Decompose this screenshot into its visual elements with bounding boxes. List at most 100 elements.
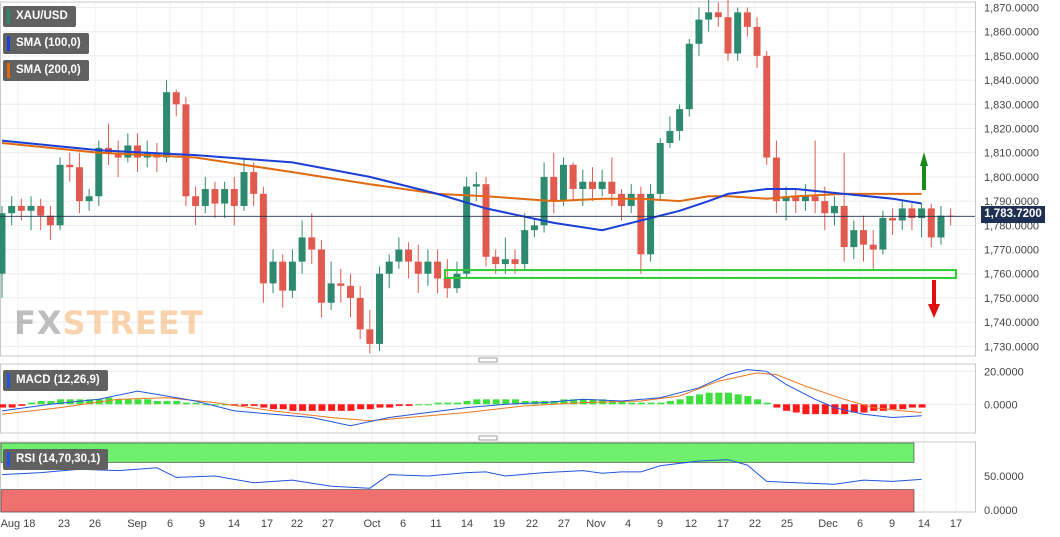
candle-body xyxy=(337,283,345,286)
macd-bar xyxy=(831,404,839,415)
candle-body xyxy=(46,215,54,226)
candle-body xyxy=(56,164,64,226)
macd-bar xyxy=(695,394,703,405)
candle-body xyxy=(240,172,248,206)
macd-bar xyxy=(783,404,791,411)
macd-bar xyxy=(337,404,345,411)
candle-body xyxy=(221,189,229,204)
macd-signal-line xyxy=(1,372,922,422)
legend-rsi[interactable]: RSI (14,70,30,1) xyxy=(3,449,109,470)
y-tick-label: 1,770.0000 xyxy=(984,245,1039,257)
candle-body xyxy=(230,189,238,206)
macd-bar xyxy=(192,402,200,405)
candle-body xyxy=(550,176,558,202)
macd-bar xyxy=(579,399,587,405)
candle-body xyxy=(66,164,74,168)
candle-body xyxy=(618,193,626,206)
pane-splitter-0 xyxy=(478,357,498,363)
macd-bar xyxy=(28,402,36,405)
legend-sma200-text: SMA (200,0) xyxy=(16,64,81,76)
macd-pane-frame xyxy=(0,363,976,434)
candle-body xyxy=(637,193,645,255)
legend-sma100[interactable]: SMA (100,0) xyxy=(3,33,89,54)
macd-bar xyxy=(483,399,490,405)
macd-bar xyxy=(570,399,578,405)
x-tick-label: 25 xyxy=(781,518,793,530)
macd-bar xyxy=(115,399,123,405)
legend-sma100-text: SMA (100,0) xyxy=(16,37,81,49)
candle-body xyxy=(734,12,742,54)
x-tick-label: 14 xyxy=(228,518,240,530)
macd-bar xyxy=(57,399,65,405)
candle-body xyxy=(830,205,838,214)
x-tick-label: 9 xyxy=(657,518,663,530)
rsi-swatch xyxy=(7,452,10,467)
x-tick-label: 22 xyxy=(749,518,761,530)
candle-body xyxy=(376,273,384,344)
macd-bar xyxy=(502,399,510,405)
x-tick-label: Dec xyxy=(818,518,838,530)
macd-bar xyxy=(560,399,568,405)
macd-bar xyxy=(434,402,442,405)
macd-bar xyxy=(792,404,800,413)
macd-bar xyxy=(405,404,413,406)
y-tick-label: 1,740.0000 xyxy=(984,317,1039,329)
candle-body xyxy=(211,189,219,204)
candle-body xyxy=(405,249,413,262)
legend-macd[interactable]: MACD (12,26,9) xyxy=(3,370,108,391)
candle-body xyxy=(0,213,6,274)
x-tick-label: 14 xyxy=(461,518,473,530)
y-tick-label: 1,830.0000 xyxy=(984,99,1039,111)
macd-y-tick-label: 0.0000 xyxy=(984,399,1018,411)
macd-bar xyxy=(299,404,307,411)
x-tick-label: 9 xyxy=(889,518,895,530)
x-tick-label: 27 xyxy=(558,518,570,530)
rsi-overbought-zone xyxy=(0,442,915,463)
candle-body xyxy=(27,205,35,211)
candle-body xyxy=(530,225,538,231)
x-tick-label: 17 xyxy=(261,518,273,530)
candle-body xyxy=(840,205,848,248)
candle-body xyxy=(501,259,509,265)
macd-y-tick-label: 20.0000 xyxy=(984,366,1024,378)
macd-bar xyxy=(47,400,55,405)
rsi-y-tick-label: 50.0000 xyxy=(984,471,1024,483)
macd-bar xyxy=(308,404,316,411)
y-tick-label: 1,860.0000 xyxy=(984,27,1039,39)
candle-body xyxy=(588,181,596,190)
candle-body xyxy=(75,167,83,202)
macd-bar xyxy=(850,404,858,413)
candle-body xyxy=(695,19,703,44)
x-tick-label: 17 xyxy=(950,518,962,530)
annotations xyxy=(444,152,957,318)
candle-body xyxy=(327,283,335,303)
macd-bar xyxy=(821,404,829,415)
macd-bar xyxy=(889,404,897,410)
y-tick-label: 1,810.0000 xyxy=(984,148,1039,160)
macd-bar xyxy=(357,404,365,410)
legend-sma200[interactable]: SMA (200,0) xyxy=(3,60,89,81)
x-tick-label: Aug 18 xyxy=(1,518,36,530)
candle-body xyxy=(676,109,684,131)
sma100-swatch xyxy=(7,36,10,51)
candle-body xyxy=(782,196,790,202)
legend-symbol[interactable]: XAU/USD xyxy=(3,6,76,27)
candlesticks xyxy=(0,0,955,354)
main-pane-frame xyxy=(0,1,976,357)
arrow-up xyxy=(920,152,928,190)
y-tick-label: 1,840.0000 xyxy=(984,75,1039,87)
macd-bar xyxy=(328,404,336,411)
candle-body xyxy=(201,189,209,206)
x-tick-label: 22 xyxy=(526,518,538,530)
candle-body xyxy=(395,249,403,262)
candle-body xyxy=(443,278,451,289)
y-tick-label: 1,750.0000 xyxy=(984,293,1039,305)
macd-bar xyxy=(763,402,771,405)
y-tick-label: 1,790.0000 xyxy=(984,196,1039,208)
pane-frames xyxy=(0,1,976,513)
rsi-line xyxy=(1,459,922,489)
rsi-y-tick-label: 0.0000 xyxy=(984,505,1018,517)
macd-bar xyxy=(812,404,820,415)
candle-body xyxy=(279,261,287,291)
